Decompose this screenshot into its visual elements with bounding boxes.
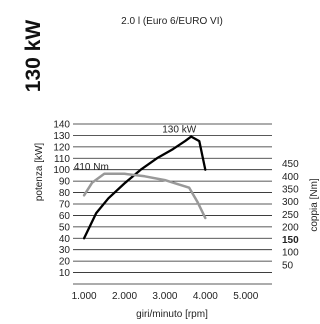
y-left-tick-label: 40 xyxy=(59,234,71,245)
y-right-tick-label: 400 xyxy=(282,172,299,183)
y-axis-right-label: coppia [Nm] xyxy=(309,178,320,232)
series-group xyxy=(82,135,207,240)
power-annotation: 130 kW xyxy=(162,125,196,136)
y-left-tick-label: 10 xyxy=(59,268,71,279)
power-curve xyxy=(82,135,207,240)
x-axis-label: giri/minuto [rpm] xyxy=(136,309,208,320)
torque-annotation: 410 Nm xyxy=(74,162,109,173)
y-left-tick-label: 120 xyxy=(53,142,70,153)
y-left-tick-label: 30 xyxy=(59,245,71,256)
y-right-tick-label: 200 xyxy=(282,222,299,233)
y-right-tick-label: 150 xyxy=(282,235,299,246)
x-tick-label: 5.000 xyxy=(233,291,258,302)
y-right-tick-label: 250 xyxy=(282,210,299,221)
y-right-tick-label: 350 xyxy=(282,184,299,195)
x-tick-label: 4.000 xyxy=(193,291,218,302)
y-left-tick-label: 70 xyxy=(59,199,71,210)
chart-title: 2.0 l (Euro 6/EURO VI) xyxy=(121,16,223,27)
y-left-tick-label: 110 xyxy=(54,154,70,165)
x-axis: 1.000 2.000 3.000 4.000 5.000 xyxy=(72,283,272,302)
y-left-tick-label: 50 xyxy=(59,222,71,233)
y-right-tick-label: 450 xyxy=(282,159,299,170)
x-tick-label: 3.000 xyxy=(152,291,177,302)
y-left-tick-label: 100 xyxy=(53,165,70,176)
y-right-tick-label: 50 xyxy=(282,260,294,271)
annotations: 130 kW 410 Nm xyxy=(74,125,197,173)
y-left-tick-label: 20 xyxy=(59,257,71,268)
x-tick-label: 1.000 xyxy=(72,291,97,302)
y-left-tick-label: 80 xyxy=(59,188,71,199)
y-right-tick-label: 300 xyxy=(282,197,299,208)
x-tick-label: 2.000 xyxy=(112,291,137,302)
y-right-tick-label: 100 xyxy=(282,248,299,259)
y-axis-left-label: potenza [kW] xyxy=(34,143,45,202)
grid-lines xyxy=(73,123,272,273)
power-badge: 130 kW xyxy=(22,20,45,93)
y-left-tick-label: 130 xyxy=(53,131,70,142)
y-left-tick-label: 140 xyxy=(53,119,70,130)
y-left-tick-label: 90 xyxy=(59,177,71,188)
y-left-tick-label: 60 xyxy=(59,211,71,222)
torque-curve xyxy=(82,172,207,220)
